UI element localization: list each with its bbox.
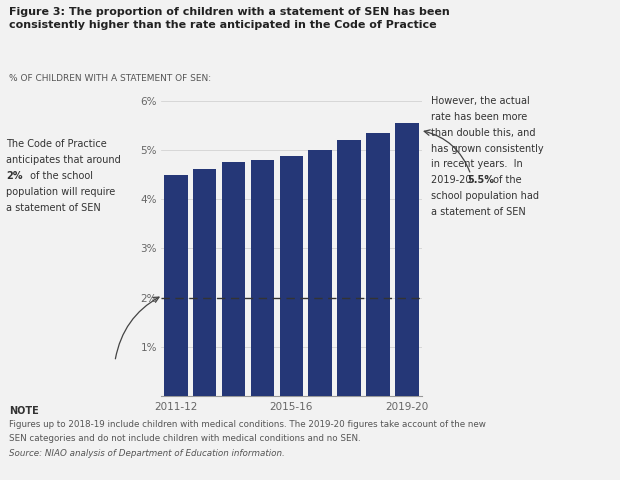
Text: NOTE: NOTE bbox=[9, 406, 39, 416]
Bar bbox=[309, 150, 332, 396]
Text: anticipates that around: anticipates that around bbox=[6, 155, 121, 165]
Text: 2019-20: 2019-20 bbox=[431, 175, 474, 185]
Text: Figures up to 2018-19 include children with medical conditions. The 2019-20 figu: Figures up to 2018-19 include children w… bbox=[9, 420, 486, 429]
Bar bbox=[222, 162, 246, 396]
Bar bbox=[193, 168, 216, 396]
Bar bbox=[366, 133, 390, 396]
Text: school population had: school population had bbox=[431, 191, 539, 201]
Text: than double this, and: than double this, and bbox=[431, 128, 536, 138]
Text: a statement of SEN: a statement of SEN bbox=[6, 203, 101, 213]
Bar bbox=[280, 156, 303, 396]
Text: Source: NIAO analysis of Department of Education information.: Source: NIAO analysis of Department of E… bbox=[9, 449, 285, 458]
Text: The Code of Practice: The Code of Practice bbox=[6, 139, 107, 149]
Text: in recent years.  In: in recent years. In bbox=[431, 159, 523, 169]
Text: population will require: population will require bbox=[6, 187, 115, 197]
Text: % OF CHILDREN WITH A STATEMENT OF SEN:: % OF CHILDREN WITH A STATEMENT OF SEN: bbox=[9, 74, 211, 84]
Text: However, the actual: However, the actual bbox=[431, 96, 529, 106]
Bar bbox=[396, 123, 419, 396]
Text: of the school: of the school bbox=[27, 171, 92, 181]
Text: a statement of SEN: a statement of SEN bbox=[431, 207, 526, 217]
Text: has grown consistently: has grown consistently bbox=[431, 144, 544, 154]
Text: rate has been more: rate has been more bbox=[431, 112, 527, 122]
Text: of the: of the bbox=[490, 175, 521, 185]
Bar bbox=[164, 175, 187, 396]
Text: SEN categories and do not include children with medical conditions and no SEN.: SEN categories and do not include childr… bbox=[9, 434, 361, 444]
Text: 5.5%: 5.5% bbox=[467, 175, 494, 185]
Text: Figure 3: The proportion of children with a statement of SEN has been
consistent: Figure 3: The proportion of children wit… bbox=[9, 7, 450, 30]
Bar bbox=[250, 160, 274, 396]
Text: 2%: 2% bbox=[6, 171, 23, 181]
Bar bbox=[337, 140, 361, 396]
